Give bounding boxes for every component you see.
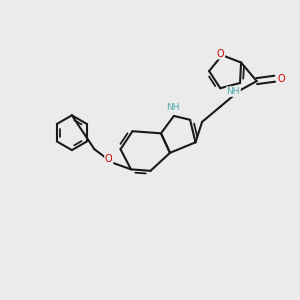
Text: NH: NH [166, 103, 179, 112]
Text: O: O [278, 74, 285, 84]
Text: O: O [105, 154, 112, 164]
Text: O: O [217, 49, 224, 59]
Text: NH: NH [226, 87, 240, 96]
